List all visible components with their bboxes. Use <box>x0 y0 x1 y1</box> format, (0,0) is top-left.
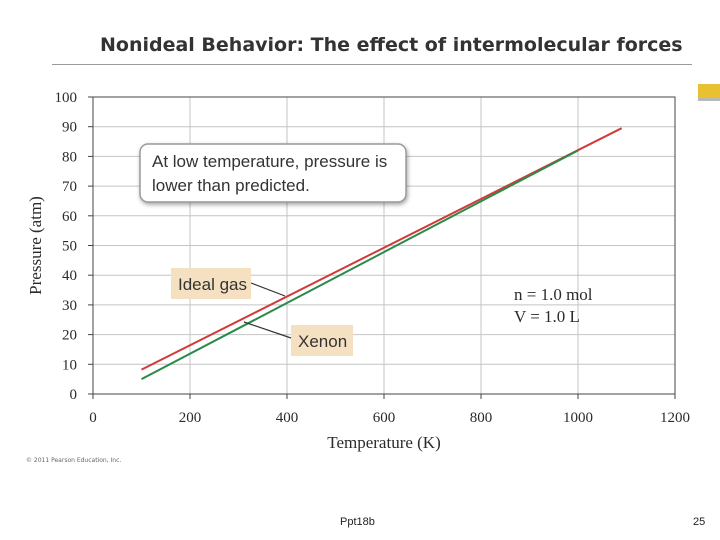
title-divider <box>52 64 692 65</box>
x-tick-label-600: 600 <box>373 410 396 426</box>
x-tick-label-400: 400 <box>276 410 299 426</box>
callout-box: At low temperature, pressure is lower th… <box>139 143 407 203</box>
copyright-notice: © 2011 Pearson Education, Inc. <box>26 457 122 464</box>
ideal-gas-label: Ideal gas <box>171 268 286 299</box>
axis-layer <box>88 96 676 399</box>
y-axis-title: Pressure (atm) <box>26 196 45 295</box>
y-tick-label-0: 0 <box>70 387 78 403</box>
x-tick-label-1200: 1200 <box>660 410 690 426</box>
slide-title: Nonideal Behavior: The effect of intermo… <box>100 34 683 56</box>
y-tick-label-20: 20 <box>62 328 77 344</box>
y-tick-label-50: 50 <box>62 239 77 255</box>
condition-volume: V = 1.0 L <box>514 307 580 326</box>
x-tick-label-0: 0 <box>89 410 97 426</box>
x-tick-label-1000: 1000 <box>563 410 593 426</box>
y-tick-label-90: 90 <box>62 120 77 136</box>
xenon-label-text: Xenon <box>298 332 347 351</box>
ideal-gas-label-text: Ideal gas <box>178 275 247 294</box>
series-line-xenon <box>141 149 579 381</box>
y-tick-label-10: 10 <box>62 357 77 373</box>
x-axis-title: Temperature (K) <box>327 433 441 452</box>
y-tick-label-70: 70 <box>62 179 77 195</box>
y-tick-label-80: 80 <box>62 149 77 165</box>
xenon-label: Xenon <box>243 321 353 356</box>
y-tick-label-60: 60 <box>62 209 77 225</box>
x-tick-label-800: 800 <box>470 410 493 426</box>
corner-accent-bar <box>698 84 720 100</box>
y-tick-label-100: 100 <box>55 90 78 106</box>
x-tick-label-200: 200 <box>179 410 202 426</box>
condition-moles: n = 1.0 mol <box>514 285 593 304</box>
corner-accent-shadow <box>698 98 720 101</box>
callout-line-1: At low temperature, pressure is <box>152 152 387 171</box>
page-number: 25 <box>693 516 706 528</box>
y-tick-label-30: 30 <box>62 298 77 314</box>
conditions-text: n = 1.0 mol V = 1.0 L <box>514 285 593 326</box>
callout-line-2: lower than predicted. <box>152 176 310 195</box>
y-tick-label-40: 40 <box>62 268 77 284</box>
series-layer <box>141 127 623 381</box>
footer-label: Ppt18b <box>340 516 375 528</box>
